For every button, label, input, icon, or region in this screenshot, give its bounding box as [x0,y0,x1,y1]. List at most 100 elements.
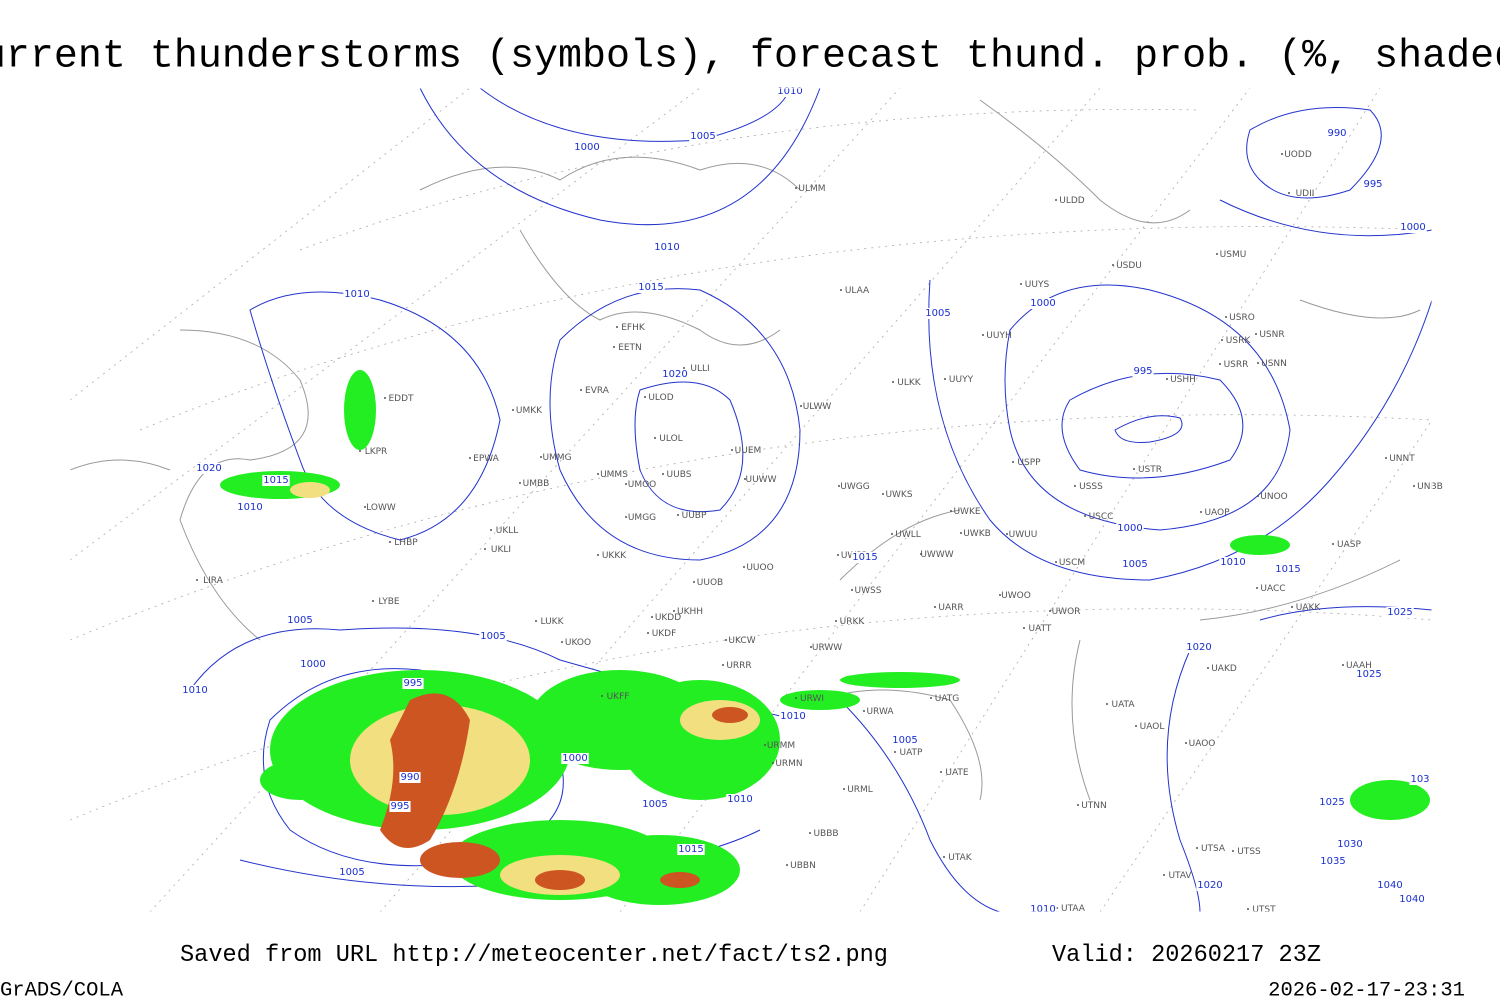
station-label: UWKB [963,529,991,539]
station-label: UMGG [628,513,656,523]
station-label: UAOL [1140,722,1165,732]
station-dot [764,744,766,746]
isobar-label: 1025 [1356,669,1381,680]
station-dot [920,553,922,555]
station-dot [1049,610,1051,612]
station-label: UTAK [948,853,973,863]
isobar-label: 995 [403,678,422,689]
isobar-label: 1000 [1117,523,1142,534]
station-dot [662,473,664,475]
station-label: LUKK [541,617,565,627]
stations: ULMM ULDD ULAA USDU EDDT LKPR LOWW LHBP LIRA LYBE… [196,150,1443,915]
isobar-label: 1035 [1320,856,1345,867]
station-label: UWUU [1009,530,1038,540]
station-dot [999,594,1001,596]
station-dot [1020,283,1022,285]
isobar-label: 1000 [300,659,325,670]
isobar-label: 1015 [1275,564,1300,575]
station-dot [894,751,896,753]
station-label: UKLL [496,526,519,536]
isobar-label-bg [236,502,264,513]
station-dot [625,516,627,518]
station-label: URMM [767,741,795,751]
station-dot [930,697,932,699]
station-dot [1288,192,1290,194]
station-dot [597,554,599,556]
station-label: ULOD [648,393,673,403]
station-dot [1219,363,1221,365]
isobar-label: 990 [400,772,419,783]
station-label: UKFF [607,692,630,702]
station-dot [1185,742,1187,744]
station-dot [795,187,797,189]
station-dot [580,389,582,391]
isobar-label: 1010 [727,794,752,805]
station-dot [863,710,865,712]
isobar-label: 1005 [690,131,715,142]
isobar-label-bg [689,131,717,142]
station-label: USDU [1116,261,1142,271]
isobar-label: 1010 [237,502,262,513]
station-label: USCM [1059,558,1085,568]
isobar-label-bg [1132,366,1154,377]
station-dot [795,697,797,699]
station-label: URWW [812,643,842,653]
station-dot [540,456,542,458]
station-dot [892,381,894,383]
isobar-label: 1010 [344,289,369,300]
graticule [69,87,1433,913]
isobar-label: 1005 [287,615,312,626]
station-dot [838,485,840,487]
station-label: USPP [1017,458,1041,468]
station-dot [561,641,563,643]
station-dot [1055,561,1057,563]
station-label: UWLL [895,530,921,540]
station-label: UTAV [1168,871,1192,881]
station-label: UUBS [667,470,692,480]
isobar-label: 1030 [1337,839,1362,850]
station-dot [1074,485,1076,487]
station-dot [1216,253,1218,255]
isobar-label: 1010 [182,685,207,696]
station-dot [982,334,984,336]
isobar-label: 995 [390,801,409,812]
station-dot [673,610,675,612]
station-label: UKKK [602,551,627,561]
source-url: Saved from URL http://meteocenter.net/fa… [180,942,888,969]
station-dot [810,646,812,648]
isobar-label-bg [1121,559,1149,570]
station-label: ULOL [659,434,682,444]
station-dot [384,397,386,399]
station-label: UNBB [1417,482,1443,492]
isobar-label: 1015 [263,475,288,486]
station-label: EPWA [473,454,500,464]
isobar-label-bg [891,735,919,746]
station-label: UWSS [855,586,882,596]
station-label: UUBP [682,511,707,521]
station-label: UMMG [542,453,571,463]
station-dot [1006,533,1008,535]
isobar-label: 103 [1410,774,1429,785]
station-dot [1196,847,1198,849]
station-label: UODD [1284,150,1312,160]
station-dot [731,449,733,451]
isobar-label-bg [1326,128,1348,139]
station-dot [1133,468,1135,470]
isobar-label-bg [1274,564,1302,575]
station-label: UUOB [697,578,723,588]
isobar-label-bg [479,631,507,642]
station-label: UKDF [652,629,677,639]
station-dot [772,762,774,764]
station-dot [1225,316,1227,318]
station-label: UBBN [790,861,816,871]
isobar-label-bg [776,86,804,97]
station-label: URMN [775,759,802,769]
station-label: UAOP [1204,508,1230,518]
station-dot [535,620,537,622]
station-label: ULAA [845,286,870,296]
station-dot [882,493,884,495]
station-label: UWGG [840,482,869,492]
station-dot [944,378,946,380]
station-label: UATG [935,694,960,704]
station-dot [725,639,727,641]
